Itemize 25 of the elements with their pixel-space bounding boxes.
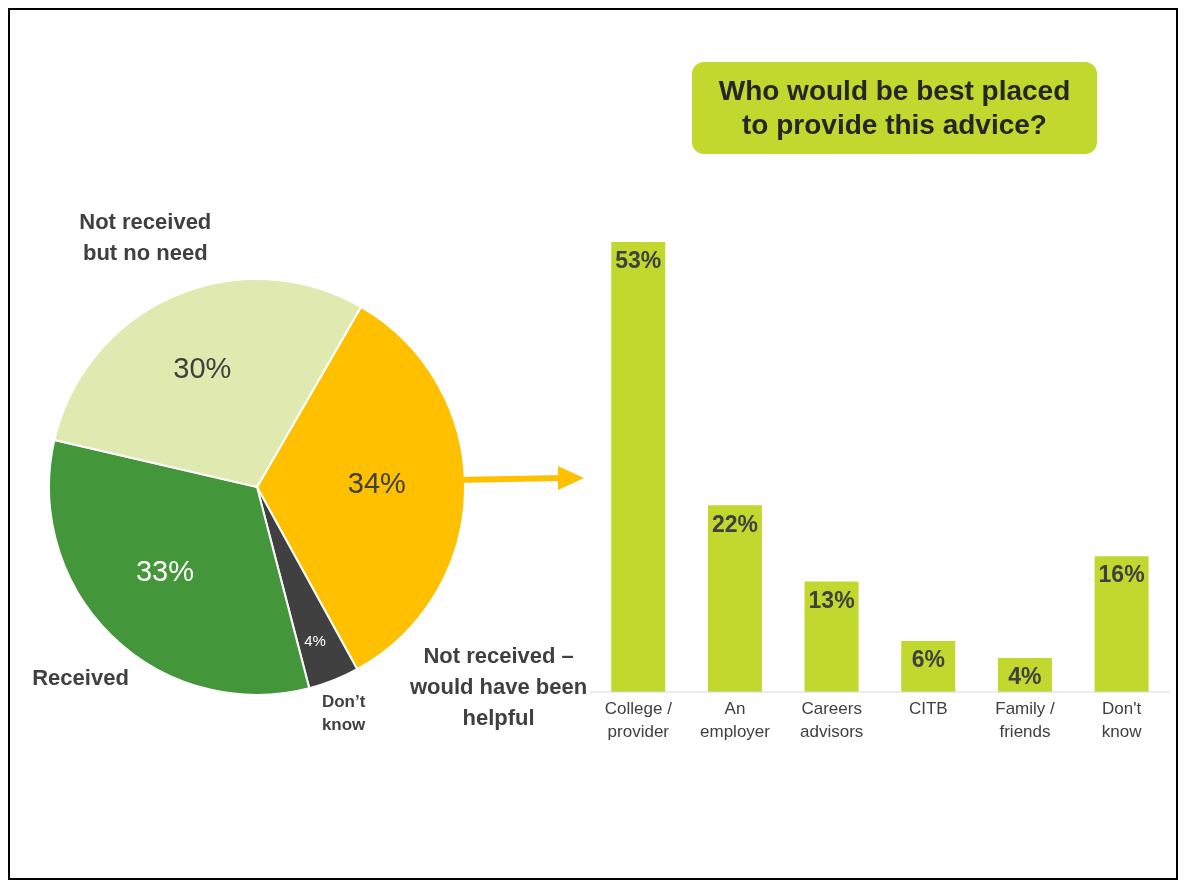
slice-label: Received (32, 664, 129, 690)
bar (611, 242, 666, 692)
x-tick-label: Don't know (1101, 699, 1143, 741)
data-label: 4% (1008, 663, 1042, 690)
data-label: 6% (911, 646, 945, 673)
chart-title: Who would be best placed to provide this advice? (717, 74, 1072, 142)
x-tick-label: Family / friends (995, 699, 1056, 741)
x-tick-label: CITB (908, 699, 948, 718)
x-tick-label: An employer (700, 699, 771, 741)
data-label: 33% (135, 555, 194, 588)
bar (1094, 556, 1149, 692)
data-label: 53% (615, 247, 662, 274)
data-label: 22% (711, 510, 758, 537)
bar (707, 505, 762, 692)
x-tick-label: College / provider (604, 699, 673, 741)
data-label: 13% (808, 586, 855, 613)
data-label: 30% (173, 351, 232, 384)
bar (804, 581, 859, 692)
slice-label: Not received – would have been helpful (408, 642, 588, 730)
x-tick-label: Careers advisors (800, 699, 864, 741)
data-label: 16% (1098, 561, 1145, 588)
data-label: 4% (304, 631, 326, 649)
slice-label: Don’t know (321, 691, 367, 734)
data-label: 34% (347, 467, 406, 500)
slice-label: Not received but no need (79, 208, 212, 265)
